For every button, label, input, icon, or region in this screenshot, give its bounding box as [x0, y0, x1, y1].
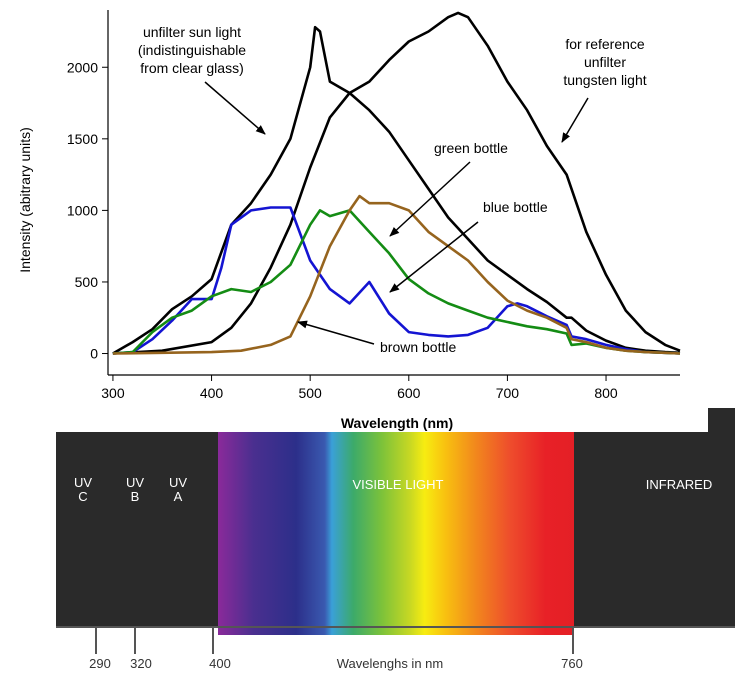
uv-a-line1: UV — [168, 475, 188, 490]
uv-c-line1: UV — [73, 475, 93, 490]
annotations: unfilter sun light (indistinguishable from… — [138, 24, 647, 355]
y-tick-label: 500 — [75, 274, 99, 290]
green-bottle-label: green bottle — [434, 140, 508, 156]
uv-a-label: UV A — [163, 476, 193, 504]
y-tick-label: 0 — [90, 346, 98, 362]
infrared-region-tab — [708, 408, 735, 432]
axes: 0 500 1000 1500 2000 300 400 500 600 700 800 — [67, 10, 680, 401]
visible-light-label: VISIBLE LIGHT — [352, 477, 444, 492]
tungsten-label-line1: for reference — [565, 36, 645, 52]
visible-gradient — [218, 432, 574, 635]
tick-320 — [134, 628, 136, 654]
tick-label-760: 760 — [561, 656, 583, 671]
x-tick-label: 600 — [397, 385, 421, 401]
y-tick-label: 1500 — [67, 131, 98, 147]
x-tick-label: 700 — [496, 385, 520, 401]
tick-label-320: 320 — [130, 656, 152, 671]
blue-bottle-series — [112, 206, 681, 355]
tungsten-series — [112, 11, 681, 355]
infrared-region — [574, 432, 735, 626]
green-bottle-arrow — [389, 161, 471, 237]
x-tick-label: 800 — [594, 385, 618, 401]
infrared-label: INFRARED — [645, 477, 713, 492]
y-tick-label: 2000 — [67, 59, 98, 75]
x-tick-label: 300 — [101, 385, 125, 401]
x-tick-label: 500 — [298, 385, 322, 401]
uv-b-label: UV B — [120, 476, 150, 504]
tick-400 — [212, 628, 214, 654]
x-tick-label: 400 — [200, 385, 224, 401]
tungsten-label-line3: tungsten light — [563, 72, 646, 88]
uv-region — [56, 432, 218, 626]
sunlight-series — [112, 25, 681, 355]
scale-caption: Wavelenghs in nm — [336, 656, 444, 671]
tick-label-400: 400 — [209, 656, 231, 671]
brown-bottle-label: brown bottle — [380, 339, 456, 355]
spectral-intensity-chart: 0 500 1000 1500 2000 300 400 500 600 700 800 unfil… — [17, 10, 681, 431]
brown-bottle-arrow — [297, 320, 375, 345]
scale-baseline — [56, 626, 735, 628]
green-bottle-series — [112, 209, 681, 355]
uv-c-line2: C — [78, 489, 88, 504]
uv-b-line1: UV — [125, 475, 145, 490]
sunlight-label-line3: from clear glass) — [140, 60, 243, 76]
tungsten-label-line2: unfilter — [584, 54, 626, 70]
sunlight-arrow — [204, 81, 266, 135]
electromagnetic-spectrum-bar: UV C UV B UV A VISIBLE LIGHT INFRARED 29… — [0, 408, 735, 689]
blue-bottle-label: blue bottle — [483, 199, 548, 215]
sunlight-label-line2: (indistinguishable — [138, 42, 246, 58]
x-axis-label: Wavelength (nm) — [341, 415, 453, 431]
tungsten-arrow — [561, 97, 589, 143]
tick-760 — [572, 628, 574, 654]
tick-290 — [95, 628, 97, 654]
series-layer — [112, 11, 681, 355]
brown-bottle-series — [112, 194, 681, 355]
uv-c-label: UV C — [68, 476, 98, 504]
sunlight-label-line1: unfilter sun light — [143, 24, 241, 40]
uv-b-line2: B — [130, 489, 140, 504]
uv-a-line2: A — [173, 489, 183, 504]
tick-label-290: 290 — [89, 656, 111, 671]
y-axis-label: Intensity (abitrary units) — [17, 127, 33, 273]
blue-bottle-arrow — [389, 221, 479, 293]
y-tick-label: 1000 — [67, 202, 98, 218]
